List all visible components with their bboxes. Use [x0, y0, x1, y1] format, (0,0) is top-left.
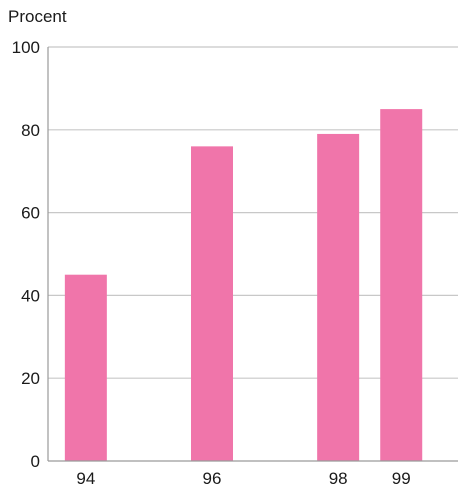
y-tick-label: 100: [12, 38, 40, 57]
x-tick-label: 94: [76, 469, 95, 486]
y-tick-label: 60: [21, 204, 40, 223]
x-tick-label: 98: [329, 469, 348, 486]
bar: [317, 133, 360, 461]
y-tick-label: 80: [21, 121, 40, 140]
axes: [47, 47, 458, 462]
y-axis-label: Procent: [8, 7, 67, 26]
bar: [64, 274, 107, 461]
x-tick-label: 99: [392, 469, 411, 486]
y-tick-label: 40: [21, 286, 40, 305]
x-tick-label: 96: [203, 469, 222, 486]
tick-labels: 0 20 40 60 80 100 94 96 98 99: [12, 38, 411, 488]
bar: [191, 146, 233, 462]
bar: [380, 109, 423, 461]
y-tick-label: 20: [21, 369, 40, 388]
y-tick-label: 0: [31, 452, 40, 471]
bars: [64, 109, 423, 462]
